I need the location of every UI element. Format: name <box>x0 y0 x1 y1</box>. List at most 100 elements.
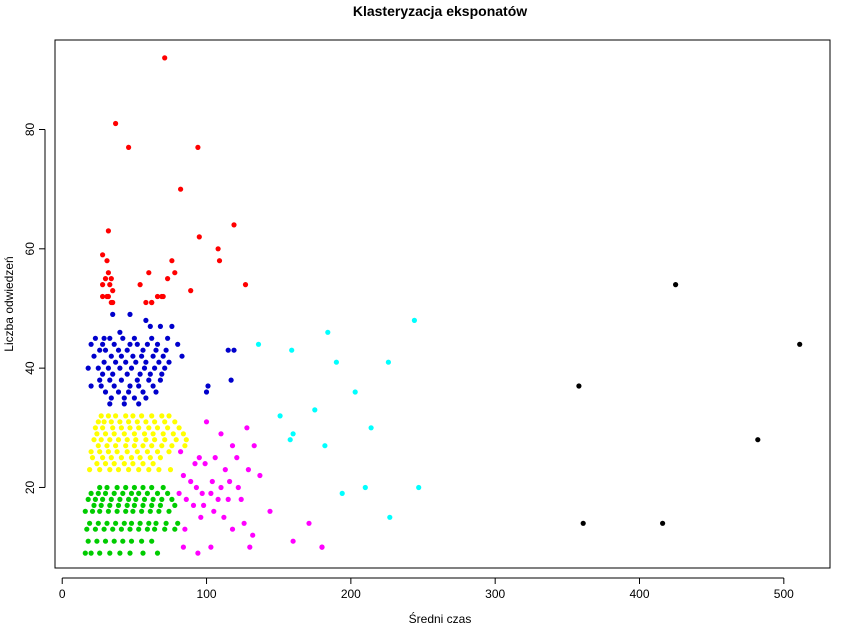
data-point <box>154 449 161 455</box>
data-point <box>133 437 139 443</box>
data-point <box>137 282 143 288</box>
data-point <box>128 538 135 544</box>
data-point <box>114 508 120 514</box>
data-point <box>144 449 150 455</box>
data-point <box>289 347 295 353</box>
data-point <box>97 467 103 473</box>
data-point <box>166 413 172 419</box>
data-point <box>95 443 101 449</box>
x-axis-label: Średni czas <box>409 611 472 626</box>
data-point <box>162 437 168 443</box>
data-point <box>169 258 175 264</box>
data-point <box>128 490 135 496</box>
y-tick-label: 40 <box>23 361 37 375</box>
data-point <box>139 508 145 514</box>
data-point <box>154 293 161 300</box>
data-point <box>339 490 345 496</box>
data-point <box>107 437 113 443</box>
data-point <box>165 276 171 282</box>
data-point <box>147 455 153 461</box>
data-point <box>153 520 159 526</box>
data-point <box>137 455 143 461</box>
data-point <box>118 455 124 461</box>
data-point <box>114 449 120 455</box>
data-point <box>146 377 152 383</box>
data-point <box>175 341 181 347</box>
data-point <box>146 520 152 526</box>
data-point <box>156 508 162 514</box>
data-point <box>139 413 145 419</box>
data-point <box>178 449 184 455</box>
data-point <box>95 490 101 496</box>
data-point <box>231 347 237 353</box>
data-point <box>141 496 148 502</box>
data-point <box>97 347 103 353</box>
data-point <box>91 502 97 508</box>
data-point <box>107 550 113 556</box>
data-point <box>218 484 224 491</box>
data-point <box>169 496 175 502</box>
data-point <box>160 431 166 437</box>
data-point <box>108 455 114 461</box>
data-point <box>660 520 666 526</box>
data-point <box>130 353 136 359</box>
data-point <box>229 526 236 532</box>
data-point <box>92 335 98 341</box>
data-point <box>115 347 122 353</box>
data-point <box>115 389 122 395</box>
data-point <box>121 401 127 407</box>
data-point <box>241 520 247 526</box>
data-point <box>100 425 106 431</box>
data-point <box>170 431 176 437</box>
data-point <box>128 455 135 461</box>
data-point <box>108 299 114 306</box>
data-point <box>176 425 182 431</box>
data-point <box>172 419 178 425</box>
data-point <box>115 467 122 473</box>
y-tick-label: 60 <box>23 242 37 256</box>
data-point <box>95 365 101 371</box>
data-point <box>387 514 393 520</box>
data-point <box>368 425 374 431</box>
data-point <box>190 502 197 508</box>
data-point <box>102 538 109 544</box>
data-point <box>157 323 163 329</box>
data-point <box>267 508 273 514</box>
data-point <box>107 377 113 383</box>
data-point <box>411 317 417 323</box>
x-tick-label: 400 <box>629 587 649 601</box>
data-point <box>140 550 146 556</box>
data-point <box>123 484 129 491</box>
data-point <box>152 419 158 425</box>
data-point <box>115 437 122 443</box>
data-point <box>130 508 136 514</box>
data-point <box>117 419 123 425</box>
data-point <box>215 246 221 252</box>
data-point <box>134 377 140 383</box>
data-point <box>172 502 178 508</box>
data-point <box>162 526 168 532</box>
data-point <box>102 431 109 437</box>
data-point <box>797 341 803 347</box>
data-point <box>203 389 210 395</box>
data-point <box>257 472 263 479</box>
data-point <box>127 425 133 431</box>
data-point <box>117 329 123 335</box>
data-point <box>221 514 227 520</box>
data-point <box>102 347 109 353</box>
data-point <box>225 496 231 502</box>
data-point <box>183 496 189 502</box>
data-point <box>105 270 111 276</box>
data-point <box>94 538 100 544</box>
data-point <box>154 550 161 556</box>
data-point <box>139 353 145 359</box>
data-point <box>235 484 241 491</box>
data-point <box>159 443 165 449</box>
data-point <box>117 496 123 502</box>
data-point <box>134 419 140 425</box>
data-point <box>108 496 114 502</box>
data-point <box>131 335 137 341</box>
data-point <box>255 341 262 347</box>
data-point <box>94 461 100 467</box>
data-point <box>157 502 163 508</box>
